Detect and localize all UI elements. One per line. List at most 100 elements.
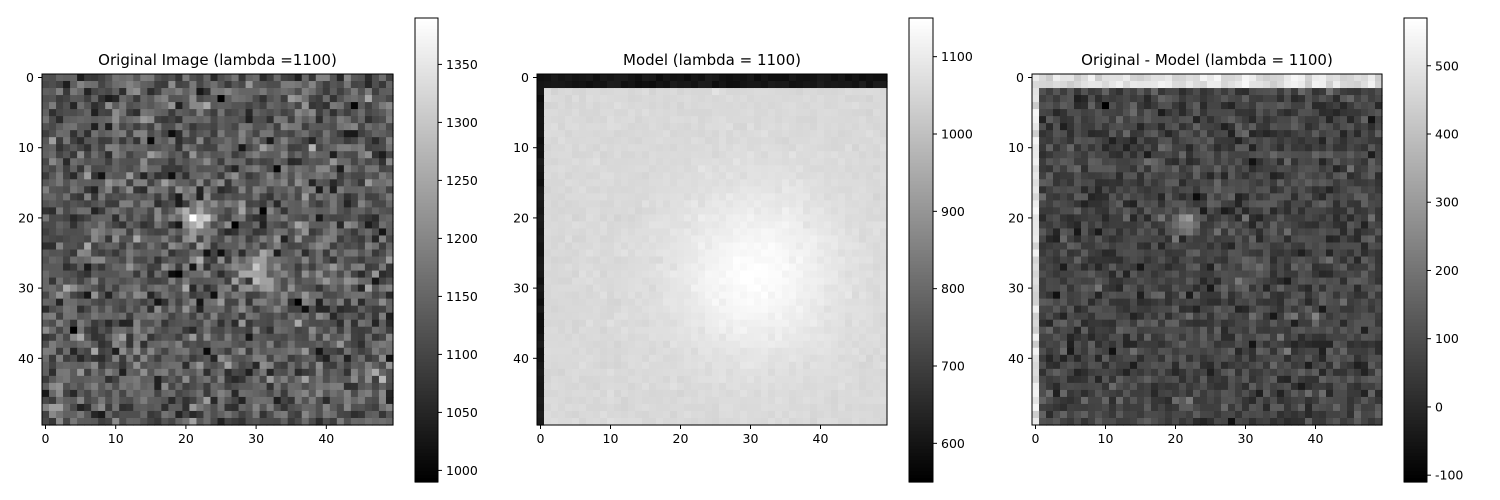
heatmap-cell [385, 340, 394, 349]
heatmap-cell [329, 186, 338, 194]
heatmap-cell [350, 417, 359, 426]
heatmap-cell [161, 333, 169, 342]
heatmap-cell [726, 333, 734, 342]
heatmap-cell [810, 151, 818, 159]
heatmap-cell [259, 214, 268, 223]
heatmap-cell [77, 193, 85, 201]
heatmap-cell [558, 235, 566, 244]
heatmap-cell [196, 172, 205, 180]
heatmap-cell [217, 200, 226, 208]
heatmap-cell [551, 88, 559, 96]
heatmap-cell [77, 298, 85, 307]
heatmap-cell [698, 172, 706, 180]
heatmap-cell [642, 116, 650, 124]
colorbar-step [415, 177, 438, 182]
heatmap-cell [768, 193, 776, 201]
heatmap-cell [329, 200, 338, 208]
heatmap-cell [782, 116, 790, 124]
heatmap-cell [768, 88, 776, 96]
heatmap-cell [775, 123, 783, 131]
heatmap-cell [600, 354, 608, 363]
heatmap-cell [315, 375, 324, 384]
colorbar-step [415, 434, 438, 440]
heatmap-cell [691, 151, 699, 159]
heatmap-cell [294, 389, 303, 398]
heatmap-cell [579, 263, 587, 272]
heatmap-cell [810, 95, 818, 103]
heatmap-cell [168, 361, 176, 370]
heatmap-cell [642, 81, 650, 89]
heatmap-cell [378, 382, 387, 391]
heatmap-cell [77, 263, 85, 272]
heatmap-cell [614, 347, 622, 356]
heatmap-cell [768, 312, 776, 321]
heatmap-cell [357, 256, 366, 265]
heatmap-cell [280, 179, 289, 187]
heatmap-cell [810, 270, 818, 279]
heatmap-cell [796, 235, 804, 244]
heatmap-cell [385, 410, 394, 419]
heatmap-cell [803, 270, 811, 279]
heatmap-cell [775, 277, 783, 286]
heatmap-cell [252, 291, 261, 300]
heatmap-cell [761, 263, 769, 272]
heatmap-cell [105, 347, 113, 356]
heatmap-cell [712, 291, 720, 300]
heatmap-cell [266, 228, 275, 237]
heatmap-cell [294, 410, 303, 419]
heatmap-cell [712, 375, 720, 384]
heatmap-cell [301, 368, 310, 377]
colorbar-tick-label: 1050 [446, 405, 478, 420]
heatmap-cell [203, 270, 212, 279]
heatmap-cell [558, 312, 566, 321]
heatmap-cell [273, 347, 282, 356]
heatmap-cell [70, 382, 78, 391]
heatmap-cell [385, 326, 394, 335]
heatmap-cell [273, 354, 282, 363]
heatmap-cell [315, 410, 324, 419]
heatmap-cell [775, 95, 783, 103]
heatmap-cell [565, 256, 573, 265]
heatmap-cell [761, 235, 769, 244]
heatmap-cell [378, 312, 387, 321]
heatmap-cell [322, 200, 331, 208]
heatmap-cell [628, 242, 636, 251]
heatmap-cell [42, 249, 50, 258]
heatmap-cell [378, 242, 387, 251]
heatmap-cell [70, 347, 78, 356]
heatmap-cell [175, 207, 183, 215]
heatmap-cell [119, 123, 127, 131]
heatmap-cell [217, 165, 226, 173]
heatmap-cell [600, 102, 608, 110]
heatmap-cell [91, 214, 99, 223]
heatmap-cell [579, 235, 587, 244]
heatmap-cell [378, 305, 387, 314]
heatmap-cell [217, 116, 226, 124]
heatmap-cell [112, 361, 120, 370]
heatmap-cell [740, 312, 748, 321]
heatmap-cell [831, 221, 839, 230]
heatmap-cell [238, 207, 247, 215]
heatmap-cell [880, 319, 888, 328]
heatmap-cell [126, 382, 134, 391]
heatmap-cell [705, 284, 713, 293]
heatmap-cell [852, 277, 860, 286]
heatmap-cell [294, 123, 303, 131]
colorbar-step [415, 300, 438, 305]
heatmap-cell [607, 291, 615, 300]
heatmap-cell [831, 256, 839, 265]
heatmap-cell [210, 109, 219, 117]
heatmap-cell [77, 207, 85, 215]
heatmap-cell [740, 130, 748, 138]
heatmap-cell [656, 361, 664, 370]
heatmap-cell [649, 249, 657, 258]
heatmap-cell [649, 375, 657, 384]
heatmap-cell [63, 319, 71, 328]
heatmap-cell [343, 368, 352, 377]
colorbar-step [415, 228, 438, 233]
heatmap-cell [691, 354, 699, 363]
heatmap-cell [705, 88, 713, 96]
heatmap-cell [670, 200, 678, 208]
heatmap-cell [329, 305, 338, 314]
heatmap-cell [385, 81, 394, 89]
